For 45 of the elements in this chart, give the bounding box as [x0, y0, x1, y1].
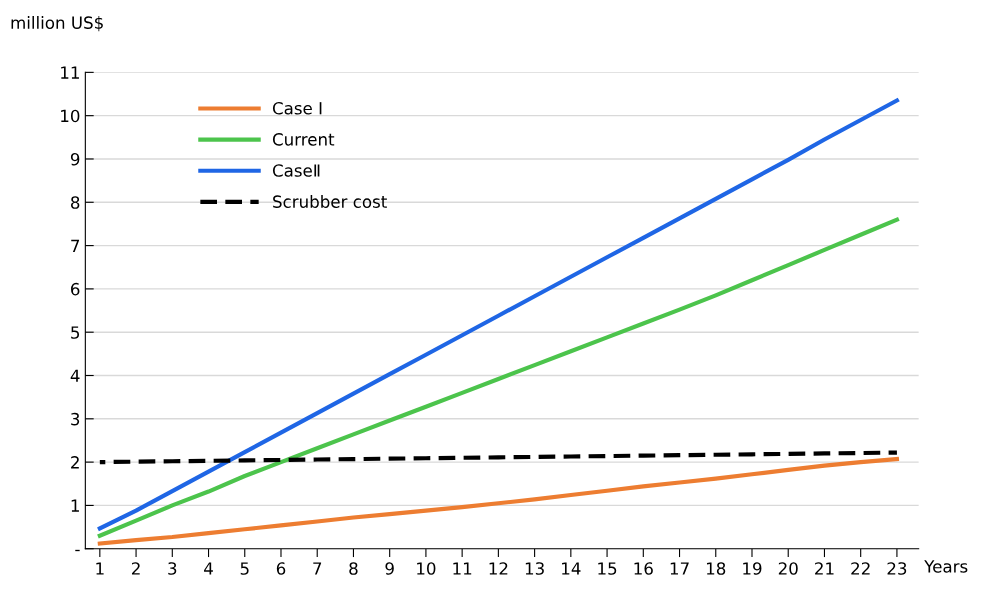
x-tick-label: 21: [815, 562, 834, 575]
x-tick-label: 7: [313, 562, 322, 575]
x-tick-label: 10: [417, 562, 436, 575]
x-tick-label: 12: [489, 562, 508, 575]
x-tick-label: 19: [743, 562, 762, 575]
x-tick-label: 6: [276, 562, 286, 575]
x-tick-label: 9: [385, 562, 394, 575]
line-series: [97, 217, 900, 538]
y-tick-label: -: [75, 549, 80, 552]
line-series: [97, 457, 900, 546]
legend-label: CaseⅡ: [272, 164, 320, 177]
y-tick-label: 4: [70, 369, 80, 382]
x-tick-label: 4: [204, 562, 213, 575]
x-tick-label: 1: [96, 562, 104, 575]
x-tick-label: 2: [131, 562, 140, 575]
y-tick-label: 9: [70, 152, 80, 166]
x-tick-label: 3: [168, 562, 177, 575]
x-tick-label: 5: [240, 562, 249, 575]
y-tick-label: 11: [61, 66, 79, 79]
legend-label: Scrubber cost: [273, 195, 387, 208]
y-tick-label: 8: [71, 196, 80, 209]
x-axis-title: Years: [924, 560, 968, 573]
y-tick-label: 1: [71, 499, 79, 512]
y-tick-label: 5: [71, 326, 80, 339]
y-tick-label: 10: [61, 109, 80, 123]
x-tick-label: 17: [670, 562, 689, 575]
x-tick-label: 23: [887, 562, 907, 575]
y-tick-label: 2: [71, 456, 79, 469]
y-axis-title: million US$: [11, 16, 103, 32]
x-tick-label: 16: [634, 562, 653, 575]
y-tick-label: 6: [71, 282, 80, 296]
line-series: [97, 450, 900, 465]
x-tick-label: 11: [453, 562, 472, 575]
x-tick-label: 8: [349, 562, 358, 575]
legend-label: Current: [272, 133, 335, 146]
y-tick-label: 3: [71, 412, 80, 426]
legend-label: Case Ⅰ: [272, 101, 322, 115]
x-tick-label: 14: [562, 562, 581, 575]
y-tick-label: 7: [71, 239, 80, 252]
x-tick-label: 15: [598, 562, 617, 575]
x-tick-label: 20: [778, 562, 798, 575]
line-series: [97, 98, 900, 531]
x-tick-label: 18: [706, 562, 726, 575]
x-tick-label: 22: [851, 562, 870, 575]
x-tick-label: 13: [525, 562, 544, 575]
